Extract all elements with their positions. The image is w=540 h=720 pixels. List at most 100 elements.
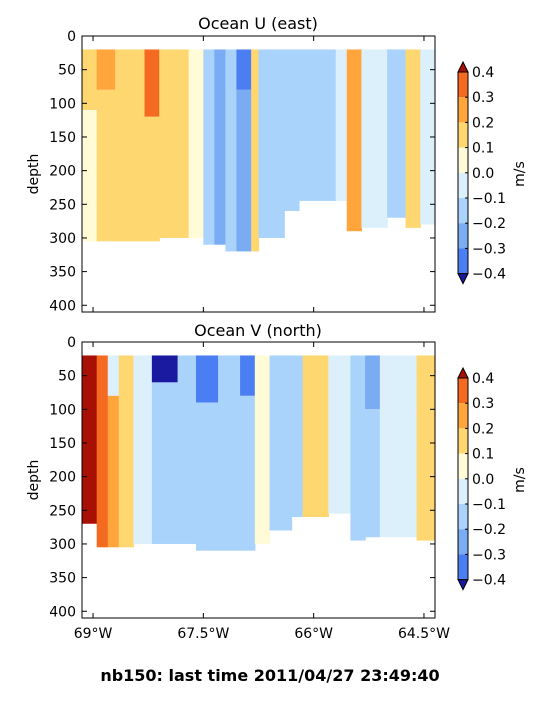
ocean-v-cell <box>240 395 256 551</box>
ocean-u-cell <box>405 49 421 228</box>
ocean-v-colorbar-segment <box>458 453 468 479</box>
figure: Ocean U (east) depth 0 50 100 150 200 250 300 3… <box>26 14 528 642</box>
ocean-u-cell <box>115 49 146 242</box>
ocean-u-cell <box>361 49 388 228</box>
ocean-v-cell <box>118 355 135 548</box>
ocean-v-cell <box>240 355 256 396</box>
ocean-u-y-tick-label: 100 <box>49 96 76 112</box>
ocean-v-x-tick-label: 64.5°W <box>398 626 450 642</box>
ocean-u-cell <box>203 49 215 245</box>
ocean-u-colorbar-segment <box>458 97 468 123</box>
ocean-v-colorbar-tick-label: 0.0 <box>472 472 494 488</box>
ocean-u-colorbar-segment <box>458 248 468 274</box>
ocean-v-colorbar-segment <box>458 428 468 454</box>
ocean-u-y-tick-label: 200 <box>49 164 76 180</box>
ocean-u-colorbar-tick-label: −0.3 <box>472 241 506 257</box>
ocean-v-cell <box>328 355 352 514</box>
ocean-v-colorbar-tick-label: −0.2 <box>472 522 506 538</box>
ocean-u-cell <box>298 49 337 201</box>
ocean-v-y-tick-label: 350 <box>49 571 76 587</box>
ocean-u-cell <box>82 110 98 242</box>
ocean-v-colorbar-segment <box>458 529 468 555</box>
ocean-u-cell <box>144 49 160 117</box>
ocean-v-y-tick-label: 50 <box>58 369 76 385</box>
ocean-u-cell <box>236 89 252 252</box>
ocean-u-colorbar-segment <box>458 72 468 98</box>
ocean-v-cell <box>379 355 418 538</box>
ocean-v-colorbar-tick-label: 0.4 <box>472 371 494 387</box>
ocean-u-y-tick-label: 300 <box>49 231 76 247</box>
ocean-u-colorbar-segment <box>458 172 468 198</box>
ocean-u-cell <box>188 49 204 238</box>
ocean-u-cell <box>96 89 116 242</box>
ocean-u-colorbar-tick-label: 0.4 <box>472 65 494 81</box>
ocean-v-cell <box>291 355 304 518</box>
ocean-v-colorbar-tick-label: 0.2 <box>472 421 494 437</box>
ocean-u-cell <box>159 49 190 238</box>
ocean-v-cell <box>350 355 366 541</box>
ocean-u-cell <box>96 49 116 90</box>
ocean-u-colorbar: 0.4 0.3 0.2 0.1 0.0 −0.1 −0.2 −0.3 −0.4 <box>457 60 506 285</box>
ocean-u-y-tick-label: 0 <box>67 29 76 45</box>
ocean-v-cell <box>82 355 98 524</box>
ocean-u-colorbar-tick-label: −0.1 <box>472 191 506 207</box>
ocean-v-colorbar-segment <box>458 378 468 404</box>
ocean-u-y-tick-label: 250 <box>49 197 76 213</box>
ocean-u-colorbar-segment <box>458 198 468 224</box>
ocean-v-y-tick-label: 400 <box>49 604 76 620</box>
ocean-v-panel: Ocean V (north) depth 0 50 100 150 200 250 300… <box>26 321 528 642</box>
ocean-u-cell <box>420 49 436 225</box>
ocean-v-cell <box>151 355 179 383</box>
ocean-v-x-tick-label: 69°W <box>74 626 113 642</box>
ocean-v-y-tick-label: 150 <box>49 436 76 452</box>
ocean-v-colorbar-segment <box>458 403 468 429</box>
ocean-v-x-tick-label: 67.5°W <box>177 626 229 642</box>
ocean-v-cell <box>254 355 271 544</box>
ocean-v-cell <box>365 409 381 538</box>
ocean-u-cell <box>82 49 98 111</box>
ocean-v-colorbar-tick-label: −0.4 <box>472 573 506 589</box>
ocean-v-cell <box>269 355 293 531</box>
ocean-u-colorbar-tick-label: 0.1 <box>472 141 494 157</box>
ocean-u-ylabel: depth <box>26 154 42 195</box>
figure-suptitle: nb150: last time 2011/04/27 23:49:40 <box>100 666 440 685</box>
ocean-u-colorbar-label: m/s <box>512 161 528 187</box>
ocean-v-axes-frame <box>81 341 436 619</box>
ocean-v-cell <box>365 355 381 410</box>
ocean-v-y-tick-label: 100 <box>49 402 76 418</box>
ocean-v-cell <box>218 355 241 551</box>
ocean-u-cell <box>335 49 348 201</box>
ocean-u-y-tick-label: 350 <box>49 265 76 281</box>
ocean-v-colorbar-tick-label: 0.3 <box>472 396 494 412</box>
ocean-u-cell <box>346 49 363 232</box>
ocean-u-colorbar-tick-label: 0.0 <box>472 166 494 182</box>
ocean-v-colorbar-label: m/s <box>512 467 528 493</box>
ocean-u-y-tick-label: 400 <box>49 298 76 314</box>
ocean-u-y-tick-label: 150 <box>49 130 76 146</box>
ocean-v-colorbar: 0.4 0.3 0.2 0.1 0.0 −0.1 −0.2 −0.3 −0.4 <box>457 366 506 591</box>
ocean-v-colorbar-under-arrow <box>457 579 469 591</box>
ocean-v-cell <box>96 355 109 548</box>
ocean-u-colorbar-tick-label: −0.2 <box>472 216 506 232</box>
ocean-u-panel: Ocean U (east) depth 0 50 100 150 200 250 300 3… <box>26 14 528 314</box>
ocean-v-x-tick-label: 66°W <box>294 626 333 642</box>
ocean-v-plot-area: 0 50 100 150 200 250 300 350 400 69°W 67.5°W 66°W 64… <box>49 335 450 642</box>
ocean-u-title: Ocean U (east) <box>198 14 318 33</box>
ocean-u-y-tick-label: 50 <box>58 63 76 79</box>
ocean-v-y-tick-label: 0 <box>67 335 76 351</box>
ocean-v-y-tick-label: 200 <box>49 470 76 486</box>
ocean-u-cell <box>236 49 252 90</box>
ocean-v-colorbar-tick-label: −0.3 <box>472 547 506 563</box>
ocean-u-plot-area: 0 50 100 150 200 250 300 350 400 <box>49 29 436 314</box>
ocean-v-title: Ocean V (north) <box>194 321 322 340</box>
ocean-v-cell <box>133 355 153 544</box>
ocean-u-cell <box>144 116 160 242</box>
ocean-v-cell <box>151 382 179 544</box>
ocean-v-cell <box>195 402 219 551</box>
ocean-u-cell <box>214 49 227 245</box>
ocean-u-colorbar-tick-label: 0.2 <box>472 115 494 131</box>
ocean-v-cell <box>302 355 329 518</box>
ocean-v-cell <box>107 355 120 396</box>
ocean-u-cell <box>258 49 285 238</box>
ocean-v-cell <box>107 395 120 548</box>
